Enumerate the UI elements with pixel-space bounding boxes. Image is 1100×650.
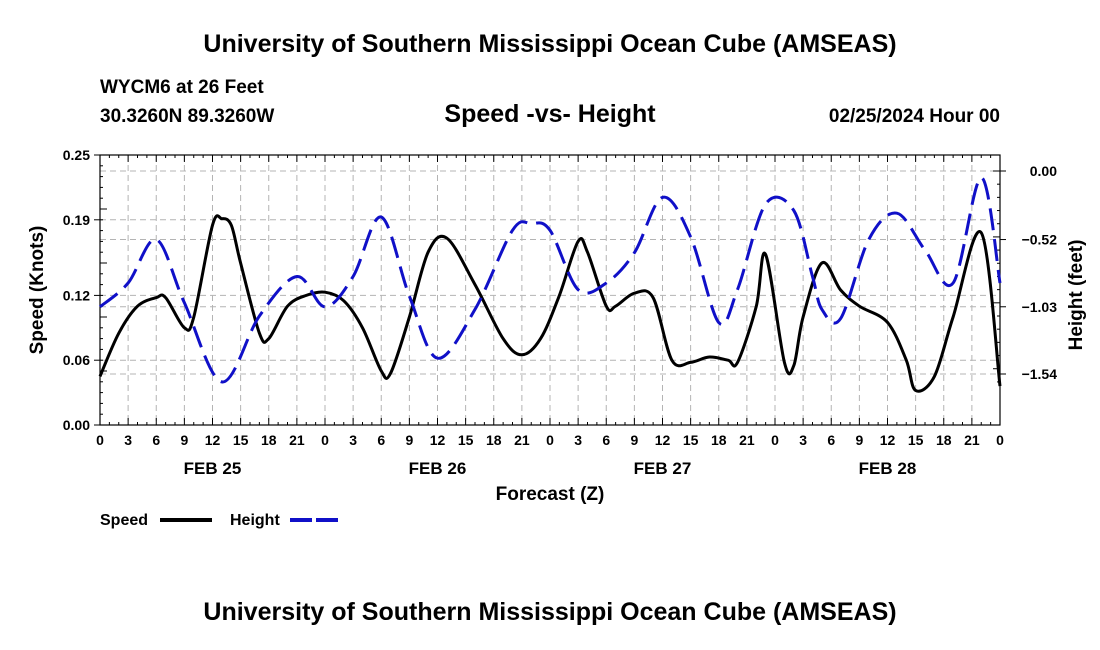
x-tick-label: 0 [96, 432, 104, 448]
y2-tick-label: 0.00 [1030, 163, 1057, 179]
series-line-speed [98, 214, 1002, 393]
x-tick-label: 18 [261, 432, 277, 448]
y-tick-label: 0.19 [63, 212, 90, 228]
y-axis-title: Speed (Knots) [27, 226, 48, 355]
main-title: University of Southern Mississippi Ocean… [203, 30, 897, 58]
x-tick-label: 18 [486, 432, 502, 448]
x-day-label: FEB 27 [634, 459, 692, 478]
x-tick-label: 18 [711, 432, 727, 448]
x-tick-label: 21 [964, 432, 980, 448]
y2-tick-label: −1.54 [1022, 366, 1058, 382]
x-tick-label: 15 [458, 432, 474, 448]
legend-label-speed: Speed [100, 512, 148, 529]
x-day-label: FEB 26 [409, 459, 467, 478]
x-tick-label: 6 [602, 432, 610, 448]
y-tick-label: 0.06 [63, 352, 90, 368]
footer-title: University of Southern Mississippi Ocean… [203, 598, 897, 626]
x-tick-label: 0 [771, 432, 779, 448]
legend-label-height: Height [230, 512, 280, 529]
coordinates-label: 30.3260N 89.3260W [100, 106, 275, 127]
x-tick-label: 6 [377, 432, 385, 448]
x-tick-label: 0 [996, 432, 1004, 448]
x-tick-label: 9 [855, 432, 863, 448]
forecast-datestamp: 02/25/2024 Hour 00 [828, 106, 1000, 127]
y-tick-label: 0.12 [63, 287, 90, 303]
x-tick-label: 3 [799, 432, 807, 448]
x-tick-label: 3 [124, 432, 132, 448]
station-label: WYCM6 at 26 Feet [100, 77, 264, 98]
chart-subtitle: Speed -vs- Height [444, 100, 656, 128]
x-tick-label: 12 [430, 432, 446, 448]
x-axis-title: Forecast (Z) [496, 484, 605, 505]
x-tick-label: 9 [180, 432, 188, 448]
x-tick-label: 6 [152, 432, 160, 448]
y2-tick-label: −1.03 [1022, 299, 1058, 315]
x-tick-label: 15 [233, 432, 249, 448]
x-tick-label: 21 [739, 432, 755, 448]
y2-axis-title: Height (feet) [1066, 240, 1087, 351]
x-tick-label: 0 [546, 432, 554, 448]
y-tick-label: 0.00 [63, 417, 90, 433]
y2-tick-label: −0.52 [1022, 232, 1058, 248]
y-tick-label: 0.25 [63, 147, 90, 163]
x-tick-label: 12 [880, 432, 896, 448]
x-tick-label: 3 [349, 432, 357, 448]
x-tick-label: 0 [321, 432, 329, 448]
x-tick-label: 9 [405, 432, 413, 448]
x-tick-label: 15 [683, 432, 699, 448]
series-line-height [99, 176, 1002, 384]
x-day-label: FEB 28 [859, 459, 917, 478]
x-tick-label: 18 [936, 432, 952, 448]
x-tick-label: 21 [289, 432, 305, 448]
x-tick-label: 12 [655, 432, 671, 448]
x-tick-label: 21 [514, 432, 530, 448]
x-tick-label: 15 [908, 432, 924, 448]
x-tick-label: 9 [630, 432, 638, 448]
x-tick-label: 6 [827, 432, 835, 448]
x-tick-label: 12 [205, 432, 221, 448]
x-day-label: FEB 25 [184, 459, 242, 478]
x-tick-label: 3 [574, 432, 582, 448]
